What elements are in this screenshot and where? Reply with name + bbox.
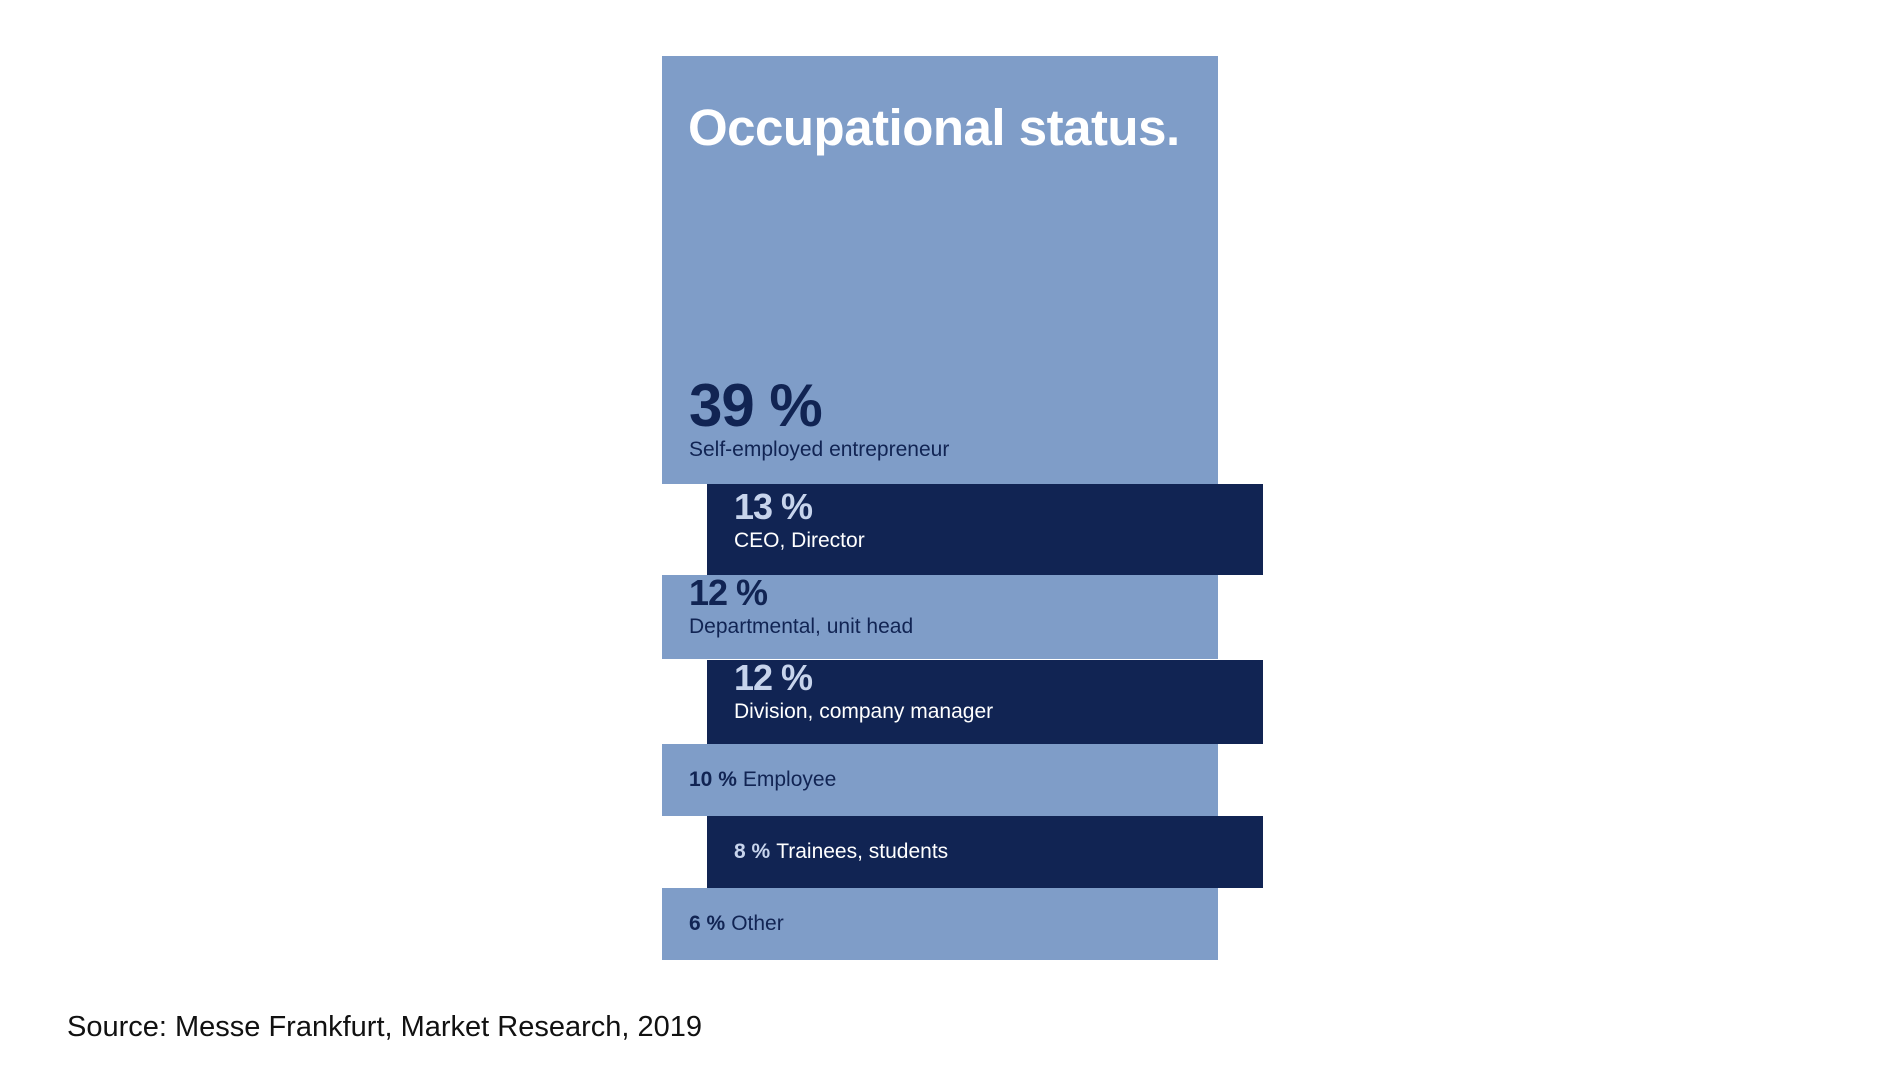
category-label: CEO, Director	[734, 529, 865, 553]
bar-text-group: 12 % Departmental, unit head	[689, 574, 1208, 639]
value-label: 8 %	[734, 840, 771, 863]
bar-text-group: 39 % Self-employed entrepreneur	[689, 376, 1208, 462]
value-label: 39 %	[689, 372, 823, 439]
bar-text-group: 10 % Employee	[689, 744, 1208, 816]
bar-block-3: 12 % Departmental, unit head	[662, 574, 1218, 660]
category-label: Division, company manager	[734, 699, 994, 723]
chart-title: Occupational status.	[688, 99, 1180, 156]
source-note: Source: Messe Frankfurt, Market Research…	[67, 1011, 703, 1043]
category-label: Employee	[742, 768, 837, 791]
value-label: 10 %	[689, 768, 737, 791]
value-label: 12 %	[734, 656, 813, 698]
value-label: 12 %	[689, 572, 768, 614]
bar-text-group: 8 % Trainees, students	[734, 816, 1253, 888]
bar-block-1: 39 % Self-employed entrepreneur	[662, 56, 1218, 484]
category-label: Self-employed entrepreneur	[689, 438, 950, 461]
category-label: Trainees, students	[776, 840, 949, 863]
value-label: 6 %	[689, 912, 726, 935]
bar-block-2: 13 % CEO, Director	[707, 484, 1263, 576]
category-label: Departmental, unit head	[689, 615, 914, 639]
value-label: 13 %	[734, 486, 813, 528]
bar-text-group: 6 % Other	[689, 888, 1208, 960]
category-label: Other	[731, 912, 784, 935]
bar-block-6: 8 % Trainees, students	[707, 816, 1263, 888]
bar-text-group: 12 % Division, company manager	[734, 656, 1253, 724]
bar-text-group: 13 % CEO, Director	[734, 488, 1253, 553]
bar-block-5: 10 % Employee	[662, 744, 1218, 816]
bar-block-4: 12 % Division, company manager	[707, 656, 1263, 744]
bar-block-7: 6 % Other	[662, 888, 1218, 960]
